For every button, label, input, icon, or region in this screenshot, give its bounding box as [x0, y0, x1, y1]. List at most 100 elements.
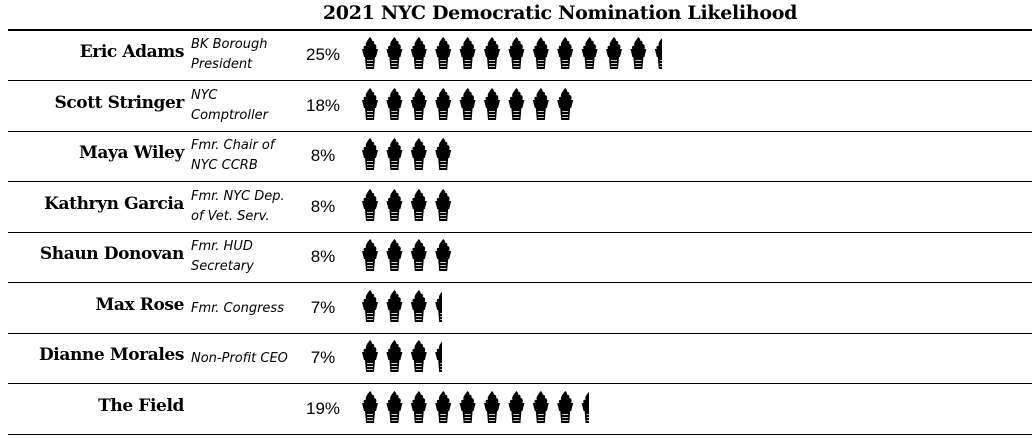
torch-icon	[508, 37, 525, 69]
chart-title: 2021 NYC Democratic Nomination Likelihoo…	[322, 2, 798, 24]
value-label: 25%	[305, 45, 341, 64]
torch-icon	[362, 188, 378, 221]
value-bar	[360, 136, 458, 178]
torch-icon	[435, 188, 452, 221]
torch-icon	[410, 390, 427, 423]
candidate-role-line: Fmr. NYC Dep.	[191, 188, 285, 204]
torch-icon	[435, 37, 452, 69]
value-label: 8%	[310, 146, 336, 165]
candidate-role: Non-Profit CEO	[191, 349, 303, 369]
torch-icon	[459, 390, 476, 423]
category-label: Shaun Donovan	[39, 244, 185, 264]
candidate-role-line: Fmr. Congress	[191, 300, 284, 316]
chart-row: Shaun Donovan Fmr. HUD Secretary 8%	[8, 233, 1032, 283]
torch-icon	[435, 138, 452, 170]
value-label: 7%	[310, 297, 336, 317]
torch-icon	[532, 37, 549, 69]
torch-icon	[386, 87, 403, 120]
torch-icon	[459, 87, 476, 120]
value-bar-svg	[362, 138, 452, 170]
category-label: Eric Adams	[79, 42, 185, 62]
value-bar	[360, 288, 443, 330]
category-label: Dianne Morales	[38, 345, 184, 365]
torch-icon	[362, 340, 378, 372]
torch-icon	[386, 390, 403, 423]
chart-row: The Field 19%	[8, 385, 1032, 435]
value-bar	[360, 338, 443, 380]
torch-icon	[410, 37, 427, 69]
torch-icon	[484, 87, 500, 120]
torch-icon	[410, 188, 427, 221]
torch-icon	[581, 37, 598, 69]
value-bar	[360, 237, 458, 279]
value-bar-svg	[362, 239, 452, 271]
torch-icon	[410, 289, 427, 322]
torch-icon	[435, 239, 452, 271]
top-divider	[8, 29, 1032, 31]
value-bar-svg	[362, 390, 589, 423]
torch-icon	[508, 87, 525, 120]
chart-row: Kathryn Garcia Fmr. NYC Dep. of Vet. Serv.…	[8, 183, 1032, 233]
torch-icon	[532, 87, 549, 120]
candidate-role: NYC Comptroller	[191, 86, 303, 126]
value-label: 8%	[310, 247, 336, 266]
torch-icon	[435, 390, 452, 423]
value-bar-svg	[362, 289, 443, 322]
torch-icon	[630, 37, 647, 69]
candidate-role-line: Secretary	[191, 259, 254, 274]
candidate-role: BK Borough President	[191, 35, 303, 75]
torch-icon	[386, 37, 403, 69]
torch-icon	[410, 87, 427, 120]
value-bar-svg	[362, 87, 574, 120]
torch-icon	[606, 37, 622, 69]
torch-icon	[435, 290, 443, 322]
torch-icon	[654, 38, 662, 69]
torch-icon	[557, 87, 574, 120]
candidate-role-line: Fmr. Chair of	[191, 138, 275, 153]
torch-icon	[362, 37, 378, 69]
torch-icon	[410, 239, 427, 271]
value-bar	[360, 35, 662, 77]
candidate-role: Fmr. HUD Secretary	[191, 237, 303, 277]
torch-icon	[386, 340, 403, 372]
candidate-role-line: NYC	[191, 87, 218, 103]
chart-row: Scott Stringer NYC Comptroller 18%	[8, 82, 1032, 132]
torch-icon	[581, 391, 589, 423]
torch-icon	[386, 138, 403, 170]
value-label: 19%	[305, 398, 341, 418]
torch-icon	[362, 87, 378, 120]
torch-icon	[484, 390, 500, 423]
category-label: Scott Stringer	[54, 92, 184, 113]
value-bar-svg	[362, 37, 662, 69]
candidate-role-line: Comptroller	[191, 107, 268, 123]
torch-icon	[362, 390, 378, 423]
value-bar	[360, 389, 589, 431]
torch-icon	[484, 37, 500, 69]
category-label: Max Rose	[95, 294, 184, 315]
candidate-role-line: Fmr. HUD	[191, 239, 253, 254]
chart-row: Dianne Morales Non-Profit CEO 7%	[8, 334, 1032, 384]
candidate-role-line: BK Borough	[191, 37, 268, 52]
category-label: Kathryn Garcia	[44, 193, 184, 214]
torch-icon	[459, 37, 476, 69]
torch-icon	[557, 37, 574, 69]
candidate-role: Fmr. NYC Dep. of Vet. Serv.	[191, 187, 303, 227]
candidate-role-line: of Vet. Serv.	[191, 208, 270, 224]
torch-icon	[557, 390, 574, 423]
torch-icon	[362, 239, 378, 271]
candidate-role-line: President	[191, 57, 253, 72]
torch-icon	[435, 87, 452, 120]
value-bar	[360, 86, 580, 128]
torch-icon	[362, 289, 378, 322]
torch-icon	[508, 390, 525, 423]
chart-row: Eric Adams BK Borough President 25%	[8, 31, 1032, 81]
category-label: Maya Wiley	[78, 143, 184, 163]
candidate-role: Fmr. Chair of NYC CCRB	[191, 136, 303, 176]
category-label: The Field	[98, 395, 184, 416]
torch-icon	[532, 390, 549, 423]
candidate-role-line: Non-Profit CEO	[191, 351, 288, 366]
value-bar	[360, 187, 458, 229]
value-label: 18%	[305, 95, 341, 115]
torch-icon	[362, 138, 378, 170]
torch-icon	[386, 289, 403, 322]
